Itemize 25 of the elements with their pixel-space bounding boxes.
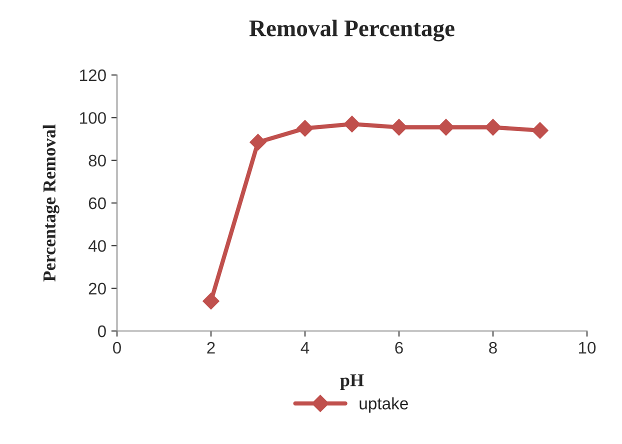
- x-tick-label: 6: [395, 342, 403, 354]
- x-tick-label: 8: [489, 342, 497, 354]
- x-tick-label: 0: [113, 342, 121, 354]
- y-tick-label: 120: [80, 69, 106, 82]
- x-axis-title: pH: [340, 374, 364, 390]
- point: [202, 292, 220, 310]
- y-tick-label: 80: [88, 154, 106, 167]
- y-tick-label: 60: [88, 197, 106, 210]
- y-tick-label: 40: [88, 240, 106, 252]
- x-tick-label: 10: [579, 342, 596, 354]
- y-tick-label: 0: [98, 325, 106, 338]
- x-tick-label: 4: [300, 342, 310, 354]
- point: [344, 116, 360, 132]
- point: [296, 120, 314, 137]
- legend-label: uptake: [360, 397, 408, 413]
- point: [532, 122, 548, 139]
- point: [390, 118, 408, 136]
- point: [250, 134, 266, 151]
- y-tick-label: 100: [80, 112, 106, 124]
- chart-title: Removal Percentage: [249, 20, 454, 42]
- y-tick-label: 20: [88, 282, 106, 295]
- point: [484, 118, 502, 136]
- y-axis-title: Percentage Removal: [42, 124, 60, 282]
- point: [438, 118, 454, 136]
- x-tick-label: 2: [207, 342, 215, 354]
